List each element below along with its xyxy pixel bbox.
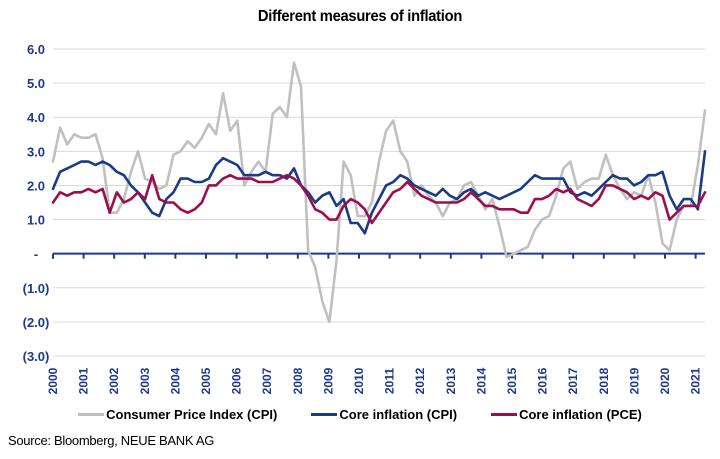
x-tick-label: 2013: [444, 367, 458, 394]
y-tick-label: 2.0: [27, 178, 45, 193]
legend-label-cpi: Consumer Price Index (CPI): [106, 407, 278, 422]
x-tick-label: 2015: [505, 367, 519, 394]
x-tick-label: 2009: [321, 367, 335, 394]
legend-swatch-core-cpi: [311, 413, 338, 416]
x-tick-label: 2021: [689, 367, 703, 394]
x-axis: [52, 252, 705, 259]
x-tick-label: 2019: [627, 367, 641, 394]
series-line-core-pce: [51, 173, 707, 225]
series-line-core-cpi: [51, 150, 707, 235]
legend-swatch-cpi: [78, 413, 105, 416]
x-tick-label: 2000: [46, 367, 60, 394]
y-axis-tick-labels: 6.0 5.0 4.0 3.0 2.0 1.0 - (1.0) (2.0) (3.0): [23, 42, 50, 364]
x-tick-label: 2011: [383, 368, 397, 394]
y-tick-label: 4.0: [27, 110, 45, 125]
y-tick-label: 1.0: [27, 213, 45, 228]
y-tick-label: (1.0): [23, 281, 50, 296]
chart-title: Different measures of inflation: [257, 8, 463, 25]
x-tick-label: 2017: [566, 367, 580, 394]
x-tick-label: 2004: [168, 367, 182, 394]
x-tick-label: 2003: [138, 367, 152, 394]
x-tick-label: 2020: [658, 367, 672, 394]
y-tick-label: -: [34, 247, 38, 262]
x-tick-label: 2016: [536, 367, 550, 394]
x-tick-label: 2001: [77, 367, 91, 394]
x-axis-tick-labels: 2000 2001 2002 2003 2004 2005 2006 2007 2008 2009…: [46, 367, 703, 394]
legend-label-core-cpi: Core inflation (CPI): [339, 407, 458, 422]
source-note: Source: Bloomberg, NEUE BANK AG: [8, 433, 215, 448]
x-tick-label: 2007: [260, 367, 274, 394]
x-tick-label: 2006: [230, 367, 244, 394]
x-tick-label: 2018: [597, 367, 611, 394]
y-tick-label: 5.0: [27, 76, 45, 91]
y-tick-label: 6.0: [27, 42, 45, 57]
legend-item-core-cpi: Core inflation (CPI): [311, 407, 457, 422]
x-tick-label: 2005: [199, 367, 213, 394]
legend-item-core-pce: Core inflation (PCE): [491, 407, 642, 422]
x-tick-label: 2008: [291, 367, 305, 394]
x-tick-label: 2014: [474, 367, 488, 394]
legend-label-core-pce: Core inflation (PCE): [519, 407, 642, 422]
legend-swatch-core-pce: [491, 413, 518, 416]
legend-item-cpi: Consumer Price Index (CPI): [78, 407, 277, 422]
x-tick-label: 2012: [413, 367, 427, 394]
legend: Consumer Price Index (CPI) Core inflatio…: [0, 407, 720, 422]
x-tick-label: 2002: [107, 367, 121, 394]
gridlines: [53, 48, 705, 357]
y-tick-label: 3.0: [27, 144, 45, 159]
series-line-cpi: [51, 61, 707, 324]
y-tick-label: (3.0): [23, 349, 50, 364]
x-tick-label: 2010: [352, 367, 366, 394]
series-lines: [51, 61, 707, 324]
y-tick-label: (2.0): [23, 315, 50, 330]
